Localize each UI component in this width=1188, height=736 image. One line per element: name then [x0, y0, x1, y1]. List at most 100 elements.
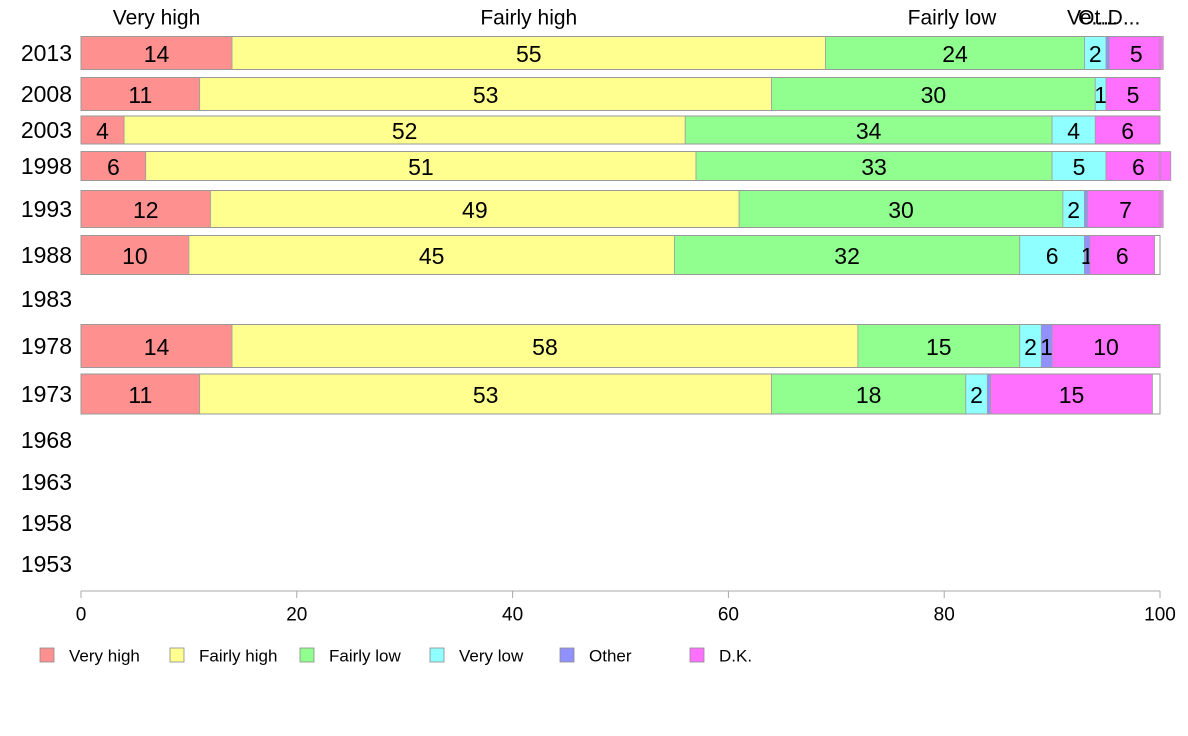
data-label-1998-1: 51: [408, 154, 434, 180]
data-label-1973-1: 53: [473, 382, 499, 408]
data-label-1978-1: 58: [532, 334, 558, 360]
x-tick-label-40: 40: [502, 605, 523, 626]
bar-segment-1988-fairly-high: [188, 235, 675, 275]
bar-segment-1998-fairly-high: [145, 151, 697, 181]
year-label-1988: 1988: [21, 242, 72, 268]
data-label-2003-0: 4: [96, 118, 109, 144]
year-label-1968: 1968: [21, 427, 72, 453]
year-label-1963: 1963: [21, 469, 72, 495]
bar-segment-1978-very-high: [80, 324, 233, 368]
bar-segment-1993-fairly-high: [210, 190, 740, 228]
data-label-1988-2: 32: [834, 243, 860, 269]
bar-segment-1978-fairly-high: [231, 324, 859, 368]
bar-segment-1998-fairly-low: [695, 151, 1053, 181]
bar-segment-1993-fairly-low: [738, 190, 1064, 228]
data-label-1978-0: 14: [144, 334, 170, 360]
year-label-1958: 1958: [21, 510, 72, 536]
data-label-2008-0: 11: [128, 82, 152, 108]
bar-segment-1988-d-k-: [1089, 235, 1156, 275]
legend-swatch-fairly-high: [169, 647, 185, 663]
year-label-1983: 1983: [21, 286, 72, 312]
bar-segment-2008-d-k-: [1105, 77, 1161, 111]
data-label-1978-2: 15: [926, 334, 952, 360]
data-label-1993-3: 2: [1067, 197, 1080, 223]
bar-frame-1988: [80, 235, 1161, 275]
bar-segment-1993-other: [1084, 190, 1089, 228]
data-label-2003-5: 6: [1121, 118, 1134, 144]
data-label-2003-1: 52: [392, 118, 418, 144]
bar-segment-2008-fairly-low: [771, 77, 1096, 111]
x-tick-label-20: 20: [286, 605, 307, 626]
x-tick-label-80: 80: [934, 605, 955, 626]
legend-swatch-very-low: [429, 647, 445, 663]
legend-label-very-low: Very low: [459, 647, 524, 666]
data-label-2008-2: 30: [921, 82, 947, 108]
bar-segment-1973-fairly-high: [199, 373, 772, 415]
bar-frame-2003: [80, 115, 1161, 145]
data-label-1973-5: 15: [1059, 382, 1085, 408]
top-label-4: Ot...: [1078, 7, 1118, 30]
legend-swatch-fairly-low: [299, 647, 315, 663]
legend-label-fairly-high: Fairly high: [199, 647, 277, 666]
top-label-3: Ve...: [1067, 7, 1109, 30]
bar-frame-1973: [80, 373, 1161, 415]
bar-segment-2013-fairly-high: [231, 36, 826, 70]
year-label-2003: 2003: [21, 117, 72, 143]
data-label-1973-0: 11: [128, 382, 152, 408]
data-label-2008-5: 5: [1127, 82, 1140, 108]
bar-segment-1973-d-k-: [990, 373, 1153, 415]
data-label-2008-3: 1: [1094, 82, 1107, 108]
data-label-1988-1: 45: [419, 243, 445, 269]
legend-swatch-d-k-: [689, 647, 705, 663]
year-label-1978: 1978: [21, 333, 72, 359]
bar-segment-2013-other: [1105, 36, 1110, 70]
data-label-2013-0: 14: [144, 41, 170, 67]
legend-swatch-other: [559, 647, 575, 663]
year-label-2008: 2008: [21, 81, 72, 107]
data-label-1998-5: 6: [1132, 154, 1145, 180]
x-tick-label-100: 100: [1144, 605, 1176, 626]
legend-label-other: Other: [589, 647, 632, 666]
bar-segment-1988-very-low: [1019, 235, 1085, 275]
year-label-1993: 1993: [21, 196, 72, 222]
bar-frame-2013: [80, 36, 1161, 70]
legend-label-d-k-: D.K.: [719, 647, 752, 666]
bar-segment-1998-very-low: [1051, 151, 1107, 181]
data-label-2013-2: 24: [942, 41, 968, 67]
top-label-2: Fairly low: [908, 7, 998, 30]
data-label-1973-2: 18: [856, 382, 882, 408]
data-label-1993-5: 7: [1119, 197, 1132, 223]
data-label-1988-3: 6: [1046, 243, 1059, 269]
bar-segment-1973-other: [986, 373, 991, 415]
data-label-1993-1: 49: [462, 197, 488, 223]
year-label-1998: 1998: [21, 153, 72, 179]
bar-segment-1973-fairly-low: [771, 373, 967, 415]
data-label-1993-0: 12: [133, 197, 159, 223]
bar-segment-1993-d-k-: [1087, 190, 1164, 228]
data-label-1978-5: 10: [1093, 334, 1119, 360]
bar-frame-1978: [80, 324, 1161, 368]
data-label-2008-1: 53: [473, 82, 499, 108]
data-label-1993-2: 30: [888, 197, 914, 223]
data-label-2013-3: 2: [1089, 41, 1102, 67]
data-label-2003-3: 4: [1067, 118, 1080, 144]
data-label-1998-3: 5: [1073, 154, 1086, 180]
year-label-1953: 1953: [21, 551, 72, 577]
legend-swatch-very-high: [39, 647, 55, 663]
data-label-1988-0: 10: [122, 243, 148, 269]
top-label-1: Fairly high: [480, 7, 577, 30]
top-label-5: D...: [1108, 7, 1141, 30]
legend-label-very-high: Very high: [69, 647, 140, 666]
top-label-0: Very high: [113, 7, 201, 30]
data-label-1988-5: 6: [1116, 243, 1129, 269]
data-label-2013-1: 55: [516, 41, 542, 67]
bar-segment-2003-fairly-low: [684, 115, 1053, 145]
bar-frame-2008: [80, 77, 1161, 111]
data-label-1978-3: 2: [1024, 334, 1037, 360]
legend-label-fairly-low: Fairly low: [329, 647, 402, 666]
data-label-1978-4: 1: [1040, 334, 1053, 360]
bar-segment-2013-very-high: [80, 36, 233, 70]
data-label-1998-2: 33: [861, 154, 887, 180]
